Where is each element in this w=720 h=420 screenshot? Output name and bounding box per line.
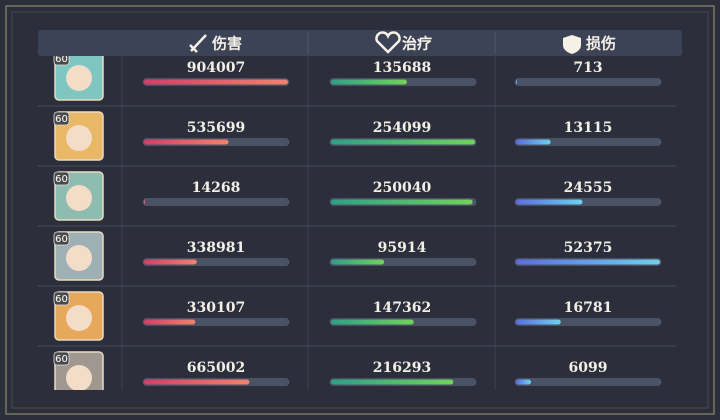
bar-track	[514, 378, 662, 386]
bar-fill	[516, 379, 532, 385]
level: 60	[55, 114, 68, 125]
portrait-face	[66, 65, 92, 91]
bar-fill	[516, 259, 660, 265]
stat-value: 24555	[564, 180, 613, 196]
bar-fill	[331, 379, 454, 385]
header-label: 治疗	[402, 35, 432, 53]
level-badge	[53, 351, 70, 366]
bar-fill	[516, 319, 561, 325]
bar-fill	[331, 319, 414, 325]
bar-fill	[516, 199, 583, 205]
bar-fill	[331, 139, 475, 145]
level-badge	[53, 231, 70, 246]
stat-value: 904007	[187, 60, 245, 76]
bar-fill	[144, 319, 196, 325]
bar-track	[514, 78, 662, 86]
portrait-face	[66, 185, 92, 211]
portrait-face	[66, 365, 92, 390]
stat-value: 95914	[378, 240, 427, 256]
level: 60	[55, 54, 68, 65]
header-label: 损伤	[586, 35, 616, 53]
stat-value: 52375	[564, 240, 613, 256]
bar-fill	[331, 199, 473, 205]
header-label: 伤害	[211, 35, 242, 53]
stat-value: 665002	[187, 360, 245, 376]
inner-frame	[11, 11, 709, 409]
bar-fill	[144, 139, 229, 145]
stat-value: 250040	[373, 180, 432, 196]
stat-value: 535699	[187, 120, 245, 136]
portrait-face	[66, 305, 92, 331]
bar-track	[514, 138, 662, 146]
level-badge	[53, 171, 70, 186]
bar-fill	[144, 259, 197, 265]
bar-fill	[516, 79, 517, 85]
heart-icon	[375, 31, 401, 54]
stat-value: 147362	[373, 300, 431, 316]
level: 60	[55, 174, 68, 185]
bar-fill	[331, 259, 385, 265]
stat-value: 6099	[569, 360, 608, 376]
portrait-face	[66, 245, 92, 271]
shield-icon	[563, 35, 581, 54]
level: 60	[55, 234, 68, 245]
level-badge	[53, 291, 70, 306]
stat-value: 713	[573, 60, 602, 76]
level: 60	[55, 294, 68, 305]
stat-value: 14268	[192, 180, 241, 196]
stat-value: 16781	[564, 300, 613, 316]
bar-track	[142, 198, 290, 206]
bar-fill	[144, 79, 288, 85]
stat-value: 254099	[373, 120, 431, 136]
stat-value: 135688	[373, 60, 431, 76]
rows: 60 904007 135688 713 60 535699 254099 13115 60 14…	[38, 54, 676, 390]
bar-fill	[144, 379, 250, 385]
level: 60	[55, 354, 68, 365]
stat-value: 13115	[564, 120, 613, 136]
stat-value: 330107	[187, 300, 245, 316]
portrait-face	[66, 125, 92, 151]
bar-fill	[516, 139, 551, 145]
stat-value: 216293	[373, 360, 431, 376]
sword-icon	[189, 34, 207, 53]
level-badge	[53, 56, 70, 66]
bar-fill	[331, 79, 407, 85]
bar-fill	[144, 199, 145, 205]
frame	[5, 5, 715, 415]
level-badge	[53, 111, 70, 126]
header-bar	[38, 30, 682, 56]
stat-value: 338981	[187, 240, 245, 256]
